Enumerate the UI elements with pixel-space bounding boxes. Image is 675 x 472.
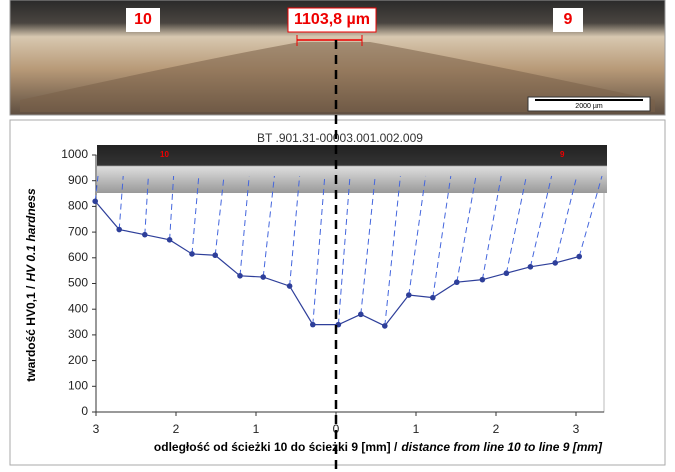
data-point <box>454 279 460 285</box>
data-point <box>358 312 364 318</box>
data-point <box>576 254 582 260</box>
y-tick-label: 700 <box>68 224 88 238</box>
data-point <box>167 237 173 243</box>
x-tick-label: 3 <box>93 422 100 436</box>
data-point <box>430 295 436 301</box>
data-point <box>310 322 316 328</box>
x-tick-label: 3 <box>573 422 580 436</box>
y-tick-label: 0 <box>81 404 88 418</box>
y-tick-label: 900 <box>68 173 88 187</box>
y-tick-label: 800 <box>68 199 88 213</box>
data-point <box>189 251 195 257</box>
x-tick-label: 2 <box>493 422 500 436</box>
x-label-part: odległość od ścieżki 10 do ścieżki 9 [mm… <box>154 440 398 454</box>
micrograph-label: 10 <box>134 11 152 28</box>
y-label-part: twardość HV0,1 / <box>24 285 38 382</box>
data-point <box>92 198 98 204</box>
y-tick-label: 300 <box>68 327 88 341</box>
data-point <box>142 232 148 238</box>
chart-title: BT .901.31-00003.001.002.009 <box>257 131 423 145</box>
y-tick-label: 200 <box>68 353 88 367</box>
micrograph-label: 1103,8 µm <box>294 11 370 28</box>
data-point <box>406 292 412 298</box>
y-label-part: HV 0.1 hardness <box>24 188 38 282</box>
data-point <box>260 274 266 280</box>
y-tick-label: 400 <box>68 301 88 315</box>
data-point <box>212 252 218 258</box>
data-point <box>237 273 243 279</box>
y-tick-label: 500 <box>68 276 88 290</box>
scale-bar-label: 2000 µm <box>575 103 603 110</box>
figure: 10 1103,8 µm 9 2000 µm BT .901.31-00003.… <box>0 0 675 472</box>
data-point <box>528 264 534 270</box>
strip-label: 10 <box>160 150 169 159</box>
x-tick-label: 2 <box>173 422 180 436</box>
micrograph-label: 9 <box>564 11 573 28</box>
y-tick-label: 100 <box>68 378 88 392</box>
data-point <box>116 227 122 233</box>
strip-label: 9 <box>560 150 565 159</box>
data-point <box>480 277 486 283</box>
y-tick-label: 1000 <box>61 147 88 161</box>
x-tick-label: 1 <box>413 422 420 436</box>
x-axis-label: odległość od ścieżki 10 do ścieżki 9 [mm… <box>154 440 603 454</box>
micrograph-strip <box>97 145 607 193</box>
x-tick-label: 1 <box>253 422 260 436</box>
data-point <box>504 270 510 276</box>
x-label-part: distance from line 10 to line 9 [mm] <box>401 440 603 454</box>
data-point <box>552 260 558 266</box>
y-tick-label: 600 <box>68 250 88 264</box>
data-point <box>287 283 293 289</box>
data-point <box>382 323 388 329</box>
